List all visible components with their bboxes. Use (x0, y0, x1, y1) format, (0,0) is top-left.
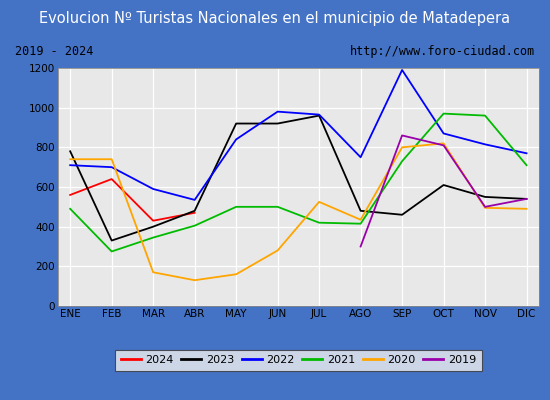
Text: 2019 - 2024: 2019 - 2024 (15, 45, 93, 58)
Text: http://www.foro-ciudad.com: http://www.foro-ciudad.com (350, 45, 535, 58)
Legend: 2024, 2023, 2022, 2021, 2020, 2019: 2024, 2023, 2022, 2021, 2020, 2019 (115, 350, 482, 371)
Text: Evolucion Nº Turistas Nacionales en el municipio de Matadepera: Evolucion Nº Turistas Nacionales en el m… (40, 10, 510, 26)
